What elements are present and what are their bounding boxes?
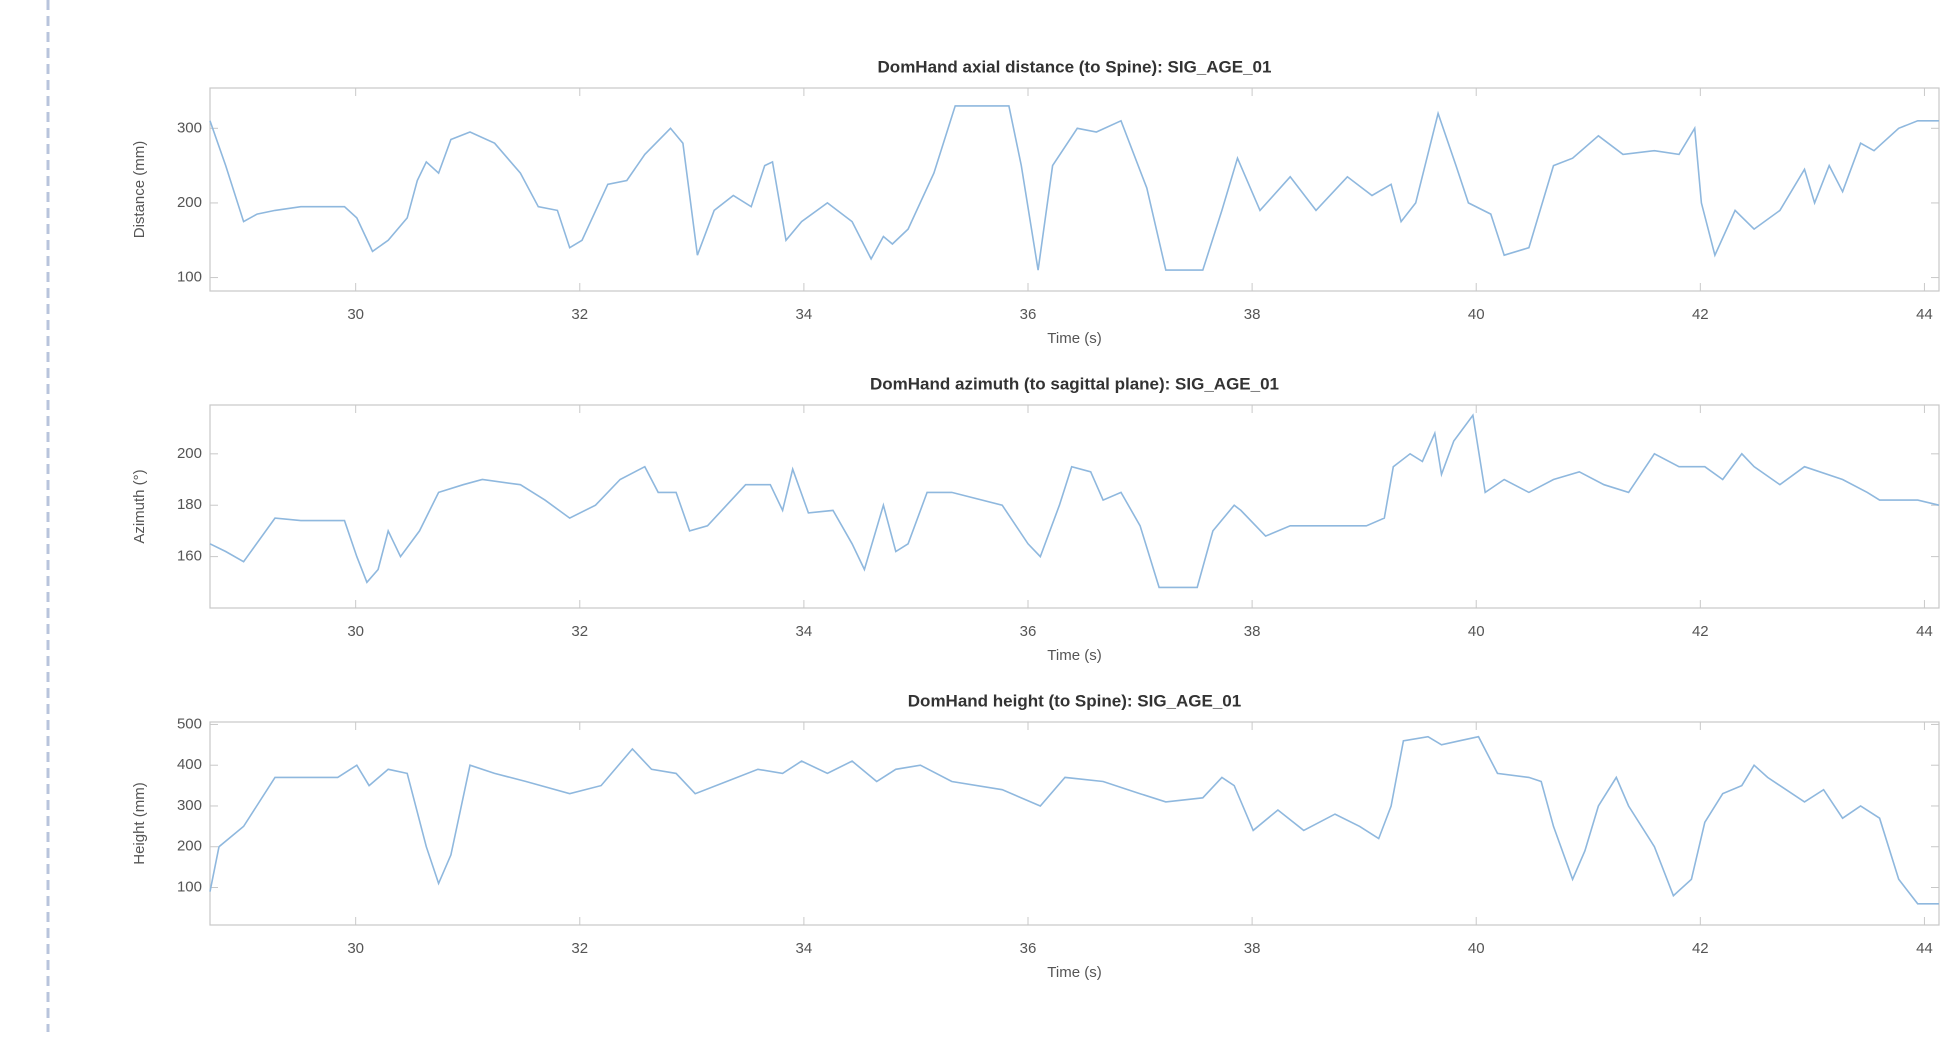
x-tick-label: 32 [571, 306, 588, 323]
y-tick-label: 300 [177, 797, 202, 814]
x-tick-label: 44 [1916, 306, 1933, 323]
x-axis-label: Time (s) [1047, 647, 1101, 664]
x-tick-label: 34 [796, 306, 813, 323]
x-tick-label: 32 [571, 623, 588, 640]
y-axis-label: Azimuth (°) [131, 469, 148, 543]
x-tick-label: 40 [1468, 623, 1485, 640]
x-axis-label: Time (s) [1047, 330, 1101, 347]
x-tick-label: 44 [1916, 623, 1933, 640]
chart-title: DomHand axial distance (to Spine): SIG_A… [878, 57, 1272, 76]
x-tick-label: 30 [347, 306, 364, 323]
x-tick-label: 32 [571, 940, 588, 957]
plot-area [209, 721, 1940, 926]
y-tick-label: 180 [177, 496, 202, 513]
y-tick-label: 100 [177, 878, 202, 895]
y-tick-label: 300 [177, 119, 202, 136]
y-tick-label: 160 [177, 548, 202, 565]
y-axis-label: Distance (mm) [131, 141, 148, 239]
x-tick-label: 30 [347, 940, 364, 957]
data-line [209, 735, 1939, 905]
x-tick-label: 38 [1244, 306, 1261, 323]
data-line [209, 105, 1939, 271]
x-tick-label: 34 [796, 940, 813, 957]
x-tick-label: 38 [1244, 940, 1261, 957]
y-tick-label: 500 [177, 715, 202, 732]
x-tick-label: 42 [1692, 940, 1709, 957]
x-tick-label: 36 [1020, 623, 1037, 640]
x-tick-label: 42 [1692, 623, 1709, 640]
x-tick-label: 42 [1692, 306, 1709, 323]
y-tick-label: 400 [177, 756, 202, 773]
y-tick-label: 200 [177, 194, 202, 211]
y-tick-label: 200 [177, 445, 202, 462]
x-tick-label: 30 [347, 623, 364, 640]
x-tick-label: 40 [1468, 940, 1485, 957]
chart-title: DomHand azimuth (to sagittal plane): SIG… [870, 374, 1279, 393]
data-line [209, 413, 1940, 589]
x-tick-label: 40 [1468, 306, 1485, 323]
x-axis-label: Time (s) [1047, 964, 1101, 981]
x-tick-label: 34 [796, 623, 813, 640]
plot-area [209, 404, 1940, 609]
y-axis-label: Height (mm) [131, 782, 148, 865]
x-tick-label: 44 [1916, 940, 1933, 957]
chart-title: DomHand height (to Spine): SIG_AGE_01 [908, 691, 1241, 710]
x-tick-label: 36 [1020, 940, 1037, 957]
x-tick-label: 36 [1020, 306, 1037, 323]
x-tick-label: 38 [1244, 623, 1261, 640]
y-tick-label: 200 [177, 838, 202, 855]
plot-area [209, 87, 1940, 292]
y-tick-label: 100 [177, 269, 202, 286]
